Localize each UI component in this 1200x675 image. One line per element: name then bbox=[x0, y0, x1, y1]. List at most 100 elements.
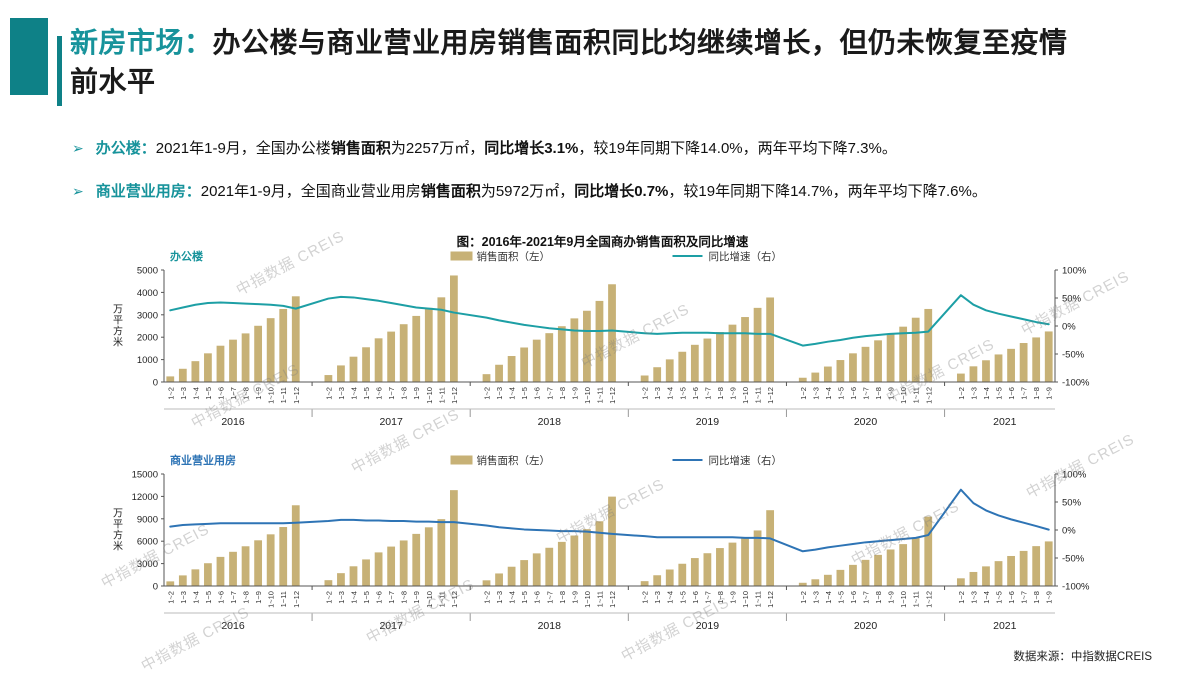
svg-text:1~8: 1~8 bbox=[400, 387, 409, 400]
svg-text:1~5: 1~5 bbox=[678, 387, 687, 400]
svg-text:1~4: 1~4 bbox=[982, 591, 991, 604]
svg-text:销售面积（左）: 销售面积（左） bbox=[477, 250, 551, 263]
svg-text:2016: 2016 bbox=[221, 416, 245, 428]
svg-text:1~4: 1~4 bbox=[508, 387, 517, 400]
svg-text:1~3: 1~3 bbox=[811, 591, 820, 604]
svg-text:1~10: 1~10 bbox=[741, 387, 750, 404]
bullet-office-label: 办公楼： bbox=[95, 140, 156, 157]
svg-text:1~11: 1~11 bbox=[754, 591, 763, 607]
svg-text:1~7: 1~7 bbox=[387, 591, 396, 604]
svg-text:1~11: 1~11 bbox=[912, 387, 921, 403]
bullet-commercial-text-1: 2021年1-9月，全国商业营业用房 bbox=[200, 183, 421, 200]
svg-text:15000: 15000 bbox=[132, 470, 158, 481]
svg-text:50%: 50% bbox=[1062, 294, 1082, 305]
bullet-office-text-4: 同比增长3.1% bbox=[484, 140, 579, 157]
title-tag: 新房市场： bbox=[70, 27, 213, 58]
svg-text:0%: 0% bbox=[1062, 526, 1076, 537]
svg-text:1~9: 1~9 bbox=[570, 387, 579, 400]
svg-text:1~5: 1~5 bbox=[995, 591, 1004, 604]
svg-text:1~7: 1~7 bbox=[703, 591, 712, 604]
svg-text:1~2: 1~2 bbox=[166, 387, 175, 400]
svg-text:1~7: 1~7 bbox=[703, 387, 712, 400]
svg-text:1~3: 1~3 bbox=[495, 387, 504, 400]
svg-text:1~10: 1~10 bbox=[583, 591, 592, 608]
svg-text:万平方米: 万平方米 bbox=[113, 509, 123, 553]
svg-text:1~7: 1~7 bbox=[862, 591, 871, 604]
svg-text:12000: 12000 bbox=[132, 492, 158, 503]
svg-text:1~7: 1~7 bbox=[387, 387, 396, 400]
svg-text:1~10: 1~10 bbox=[899, 591, 908, 608]
svg-text:1~8: 1~8 bbox=[1032, 387, 1041, 400]
svg-text:1~4: 1~4 bbox=[349, 387, 358, 400]
svg-text:1~4: 1~4 bbox=[349, 591, 358, 604]
svg-text:1~10: 1~10 bbox=[267, 591, 276, 608]
svg-text:4000: 4000 bbox=[137, 288, 158, 299]
page-title: 新房市场：办公楼与商业营业用房销售面积同比均继续增长，但仍未恢复至疫情前水平 bbox=[70, 24, 1080, 101]
svg-text:销售面积（左）: 销售面积（左） bbox=[477, 454, 551, 467]
bullet-commercial-text-3: 为5972万㎡， bbox=[480, 183, 575, 200]
svg-text:1~9: 1~9 bbox=[887, 387, 896, 400]
svg-text:1~10: 1~10 bbox=[267, 387, 276, 404]
svg-text:商业营业用房: 商业营业用房 bbox=[170, 453, 236, 467]
svg-text:1~5: 1~5 bbox=[520, 387, 529, 400]
bullet-commercial-label: 商业营业用房： bbox=[95, 183, 201, 200]
svg-text:1~9: 1~9 bbox=[254, 591, 263, 604]
svg-text:2017: 2017 bbox=[379, 620, 403, 632]
svg-text:1~4: 1~4 bbox=[191, 591, 200, 604]
svg-text:同比增速（右）: 同比增速（右） bbox=[709, 250, 783, 263]
svg-text:1~3: 1~3 bbox=[337, 591, 346, 604]
svg-text:1~2: 1~2 bbox=[957, 591, 966, 604]
svg-text:1~11: 1~11 bbox=[595, 591, 604, 607]
svg-text:2021: 2021 bbox=[993, 416, 1017, 428]
svg-text:2020: 2020 bbox=[854, 620, 878, 632]
svg-text:1~6: 1~6 bbox=[1007, 387, 1016, 400]
title-text: 办公楼与商业营业用房销售面积同比均继续增长，但仍未恢复至疫情前水平 bbox=[70, 27, 1068, 97]
svg-text:1~12: 1~12 bbox=[608, 591, 617, 608]
svg-text:1~12: 1~12 bbox=[766, 591, 775, 608]
svg-text:1~8: 1~8 bbox=[874, 387, 883, 400]
svg-text:1~11: 1~11 bbox=[912, 591, 921, 607]
svg-text:1~11: 1~11 bbox=[437, 387, 446, 403]
bullet-office: ➢ 办公楼：2021年1-9月，全国办公楼销售面积为2257万㎡，同比增长3.1%… bbox=[72, 137, 1162, 158]
svg-text:1~6: 1~6 bbox=[375, 591, 384, 604]
svg-text:1~11: 1~11 bbox=[595, 387, 604, 403]
svg-text:1~3: 1~3 bbox=[337, 387, 346, 400]
svg-text:-50%: -50% bbox=[1062, 554, 1085, 565]
bullet-arrow-icon: ➢ bbox=[72, 183, 84, 199]
svg-text:1~2: 1~2 bbox=[483, 591, 492, 604]
svg-text:1~12: 1~12 bbox=[292, 387, 301, 404]
office-sales-chart: 办公楼 销售面积（左） 同比增速（右） 0 1000 2000 3000 4000 5000 10… bbox=[100, 246, 1105, 431]
svg-text:2016: 2016 bbox=[221, 620, 245, 632]
svg-text:1~10: 1~10 bbox=[741, 591, 750, 608]
svg-text:1~7: 1~7 bbox=[1020, 591, 1029, 604]
svg-text:1~5: 1~5 bbox=[362, 387, 371, 400]
svg-text:1~2: 1~2 bbox=[957, 387, 966, 400]
svg-text:1~6: 1~6 bbox=[533, 591, 542, 604]
svg-text:1~2: 1~2 bbox=[166, 591, 175, 604]
svg-text:1~9: 1~9 bbox=[1045, 387, 1054, 400]
svg-text:1~12: 1~12 bbox=[450, 387, 459, 404]
svg-text:1~10: 1~10 bbox=[425, 591, 434, 608]
svg-text:1~3: 1~3 bbox=[653, 387, 662, 400]
svg-text:1~6: 1~6 bbox=[1007, 591, 1016, 604]
svg-text:2020: 2020 bbox=[854, 416, 878, 428]
svg-text:-100%: -100% bbox=[1062, 582, 1090, 593]
svg-text:2018: 2018 bbox=[538, 416, 562, 428]
svg-text:1~4: 1~4 bbox=[824, 387, 833, 400]
svg-text:1~5: 1~5 bbox=[836, 387, 845, 400]
svg-text:1~11: 1~11 bbox=[279, 387, 288, 403]
svg-text:1~12: 1~12 bbox=[608, 387, 617, 404]
bullet-office-text-1: 2021年1-9月，全国办公楼 bbox=[155, 140, 331, 157]
svg-text:1000: 1000 bbox=[137, 355, 158, 366]
svg-text:1~8: 1~8 bbox=[242, 591, 251, 604]
svg-text:1~9: 1~9 bbox=[254, 387, 263, 400]
svg-text:1~3: 1~3 bbox=[179, 387, 188, 400]
svg-text:1~4: 1~4 bbox=[824, 591, 833, 604]
bullet-commercial-text-2: 销售面积 bbox=[420, 183, 481, 200]
data-source: 数据来源：中指数据CREIS bbox=[1013, 651, 1152, 663]
svg-text:9000: 9000 bbox=[137, 514, 158, 525]
bullet-office-text-3: 为2257万㎡， bbox=[390, 140, 485, 157]
svg-text:1~12: 1~12 bbox=[924, 387, 933, 404]
svg-text:0: 0 bbox=[153, 582, 158, 593]
